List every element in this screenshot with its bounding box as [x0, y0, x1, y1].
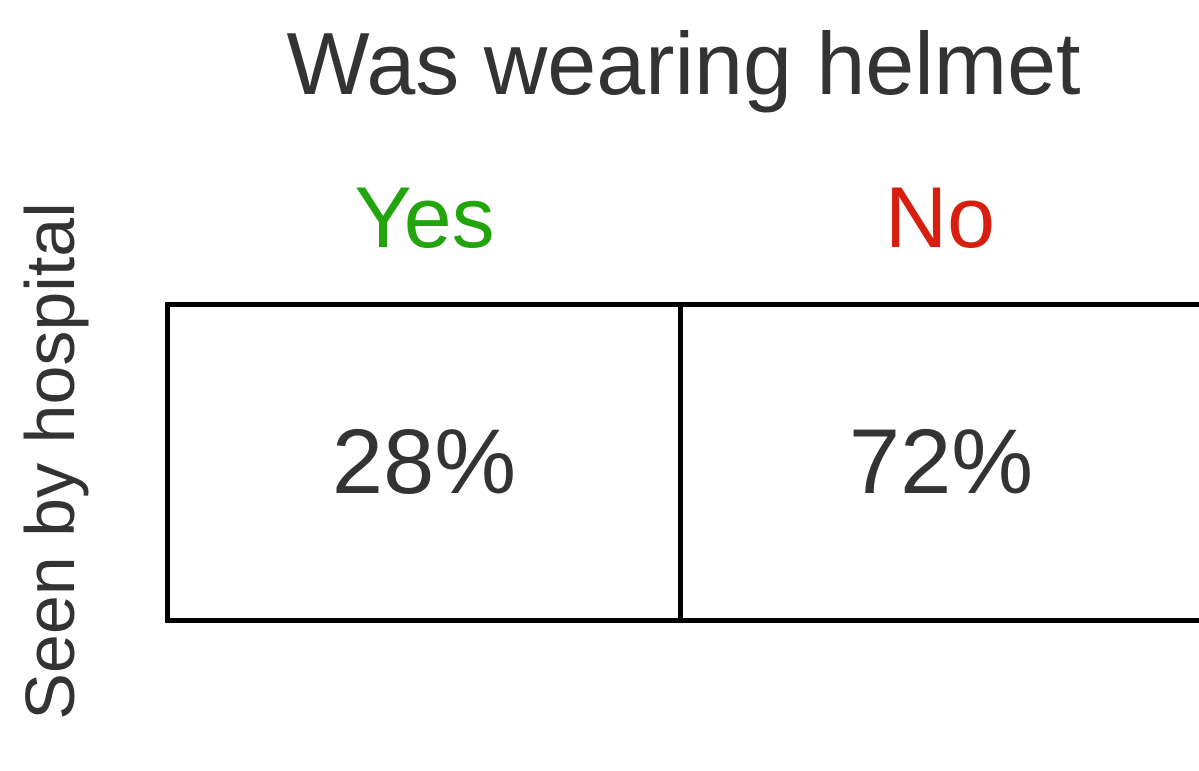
- column-group-title: Was wearing helmet: [286, 14, 1081, 113]
- row-group-label: Seen by hospital: [11, 201, 89, 720]
- table-cell-no: 72%: [683, 307, 1199, 618]
- cell-value-no: 72%: [848, 411, 1034, 513]
- contingency-table: 28% 72%: [165, 302, 1199, 623]
- table-cell-yes: 28%: [170, 307, 683, 618]
- cell-value-yes: 28%: [331, 411, 517, 513]
- row-label-container: Seen by hospital: [0, 150, 100, 771]
- column-header-no: No: [885, 170, 995, 266]
- column-header-yes: Yes: [354, 170, 495, 266]
